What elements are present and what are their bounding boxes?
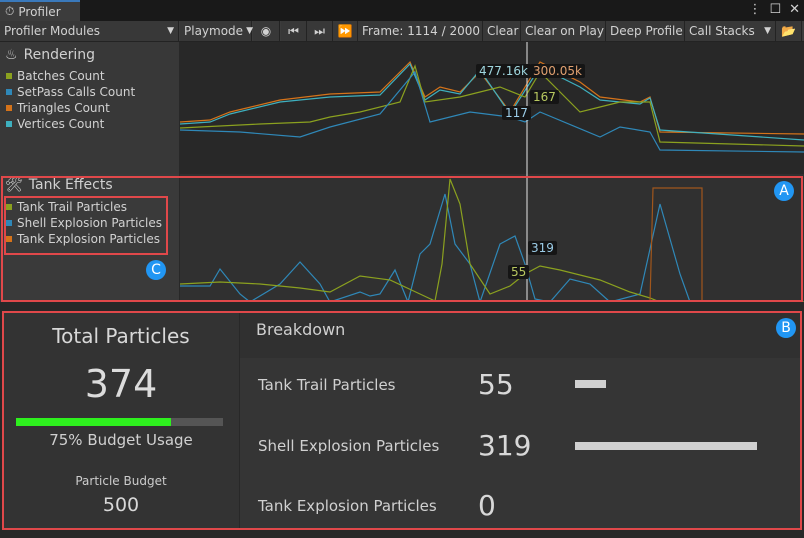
legend-vertices[interactable]: Vertices Count (6, 117, 104, 131)
particle-budget-value: 500 (102, 494, 140, 516)
fast-forward-icon: ⏩ (337, 24, 353, 38)
callout-box-c (4, 196, 168, 255)
load-button[interactable]: 📂 (776, 21, 802, 41)
rendering-chart[interactable]: 477.16k 300.05k 167 117 (180, 42, 804, 174)
callout-box-a (1, 176, 803, 302)
breakdown-row-bar (575, 442, 757, 450)
current-frame-button[interactable]: ⏩ (333, 21, 358, 41)
swatch (6, 89, 12, 95)
legend-label: Tank Explosion Particles (17, 232, 160, 246)
legend-label: Triangles Count (17, 101, 110, 115)
maximize-icon[interactable]: ☐ (769, 2, 782, 17)
record-icon: ◉ (260, 24, 272, 38)
vertices-line (180, 62, 804, 141)
tank-effects-module-panel[interactable]: 🛠 Tank Effects Tank Trail Particles Shell… (0, 174, 179, 302)
callout-box-b (2, 311, 802, 530)
swatch (6, 204, 12, 210)
callout-badge-c: C (146, 260, 166, 280)
breakdown-row-value: 0 (478, 489, 496, 522)
legend-setpass[interactable]: SetPass Calls Count (6, 85, 135, 99)
tank-explosion-line (649, 187, 703, 302)
batches-value-label: 167 (530, 90, 559, 104)
callout-badge-a: A (774, 181, 794, 201)
total-particles-panel: Total Particles 374 75% Budget Usage Par… (3, 312, 239, 529)
target-label: Playmode (184, 24, 244, 38)
budget-usage-bar (16, 418, 223, 426)
tank-effects-chart[interactable]: 319 55 (180, 174, 804, 302)
legend-label: Tank Trail Particles (17, 200, 127, 214)
swatch (6, 105, 12, 111)
profiler-modules-label: Profiler Modules (4, 24, 100, 38)
total-particles-title: Total Particles (52, 324, 190, 348)
legend-tank-trail[interactable]: Tank Trail Particles (6, 200, 127, 214)
swatch (6, 220, 12, 226)
profiler-modules-dropdown[interactable]: Profiler Modules ▼ (0, 21, 179, 41)
rendering-module-panel[interactable]: ♨ Rendering Batches Count SetPass Calls C… (0, 42, 179, 174)
trail-value-label: 55 (508, 265, 530, 279)
triangles-value-label: 300.05k (530, 64, 585, 78)
record-button[interactable]: ◉ (253, 21, 280, 41)
breakdown-row-label: Shell Explosion Particles (258, 437, 440, 455)
stopwatch-icon: ⏱ (5, 4, 15, 18)
frame-counter: Frame: 1114 / 2000 (358, 21, 483, 41)
setpass-value-label: 117 (502, 106, 531, 120)
legend-label: Shell Explosion Particles (17, 216, 163, 230)
swatch (6, 236, 12, 242)
breakdown-header: Breakdown (240, 312, 801, 358)
legend-triangles[interactable]: Triangles Count (6, 101, 110, 115)
chevron-down-icon: ▼ (764, 26, 771, 36)
legend-label: SetPass Calls Count (17, 85, 136, 99)
total-particles-value: 374 (84, 362, 158, 406)
chevron-down-icon: ▼ (167, 26, 174, 36)
more-icon[interactable]: ⋮ (748, 2, 762, 17)
next-frame-button[interactable]: ⏭ (307, 21, 333, 41)
swatch (6, 73, 12, 79)
toolbar: Profiler Modules ▼ Playmode ▼ ◉ ⏮ ⏭ ⏩ Fram… (0, 21, 804, 42)
folder-open-icon: 📂 (781, 24, 796, 38)
rendering-title: Rendering (23, 47, 96, 63)
previous-frame-icon: ⏮ (288, 23, 299, 38)
budget-usage-text: 75% Budget Usage (49, 431, 193, 449)
tank-trail-line (180, 178, 804, 302)
next-frame-icon: ⏭ (314, 23, 325, 38)
breakdown-title: Breakdown (256, 320, 346, 339)
particle-budget-label: Particle Budget (75, 474, 167, 488)
deep-profile-button[interactable]: Deep Profile (606, 21, 685, 41)
swatch (6, 121, 12, 127)
tank-effects-title: Tank Effects (28, 177, 113, 193)
target-dropdown[interactable]: Playmode ▼ (180, 21, 253, 41)
shell-explosion-line (180, 193, 804, 302)
clear-button[interactable]: Clear (483, 21, 521, 41)
call-stacks-label: Call Stacks (689, 24, 755, 38)
batches-line (180, 64, 804, 147)
clear-on-play-button[interactable]: Clear on Play (521, 21, 606, 41)
setpass-line (180, 70, 804, 153)
breakdown-row-bar (575, 380, 607, 388)
budget-usage-bar-fill (16, 418, 172, 426)
legend-shell-explosion[interactable]: Shell Explosion Particles (6, 216, 162, 230)
breakdown-row-label: Tank Explosion Particles (258, 497, 437, 515)
rendering-icon: ♨ (5, 47, 18, 63)
chevron-down-icon: ▼ (246, 26, 253, 36)
breakdown-row-value: 319 (478, 429, 532, 462)
breakdown-row-value: 55 (478, 368, 514, 401)
legend-label: Batches Count (17, 69, 105, 83)
legend-tank-explosion[interactable]: Tank Explosion Particles (6, 232, 160, 246)
previous-frame-button[interactable]: ⏮ (281, 21, 307, 41)
breakdown-row-label: Tank Trail Particles (258, 376, 396, 394)
tab-profiler[interactable]: ⏱ Profiler (0, 0, 80, 21)
legend-label: Vertices Count (17, 117, 105, 131)
call-stacks-dropdown[interactable]: Call Stacks ▼ (685, 21, 776, 41)
legend-batches[interactable]: Batches Count (6, 69, 105, 83)
tab-title: Profiler (18, 4, 61, 19)
wrench-icon: 🛠 (5, 177, 23, 193)
shell-value-label: 319 (528, 241, 557, 255)
callout-badge-b: B (776, 318, 796, 338)
close-icon[interactable]: ✕ (789, 2, 800, 17)
tab-bar: ⏱ Profiler ⋮ ☐ ✕ (0, 0, 804, 21)
vertices-value-label: 477.16k (476, 64, 531, 78)
